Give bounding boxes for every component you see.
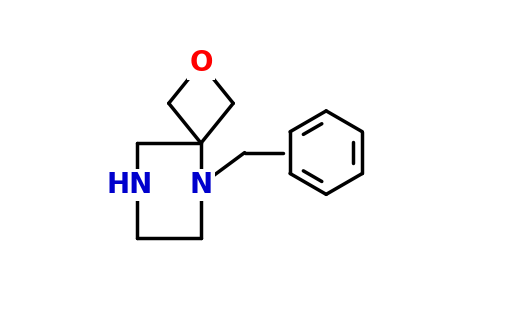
Text: N: N xyxy=(189,171,212,199)
Text: O: O xyxy=(189,50,213,77)
Text: HN: HN xyxy=(106,171,153,199)
